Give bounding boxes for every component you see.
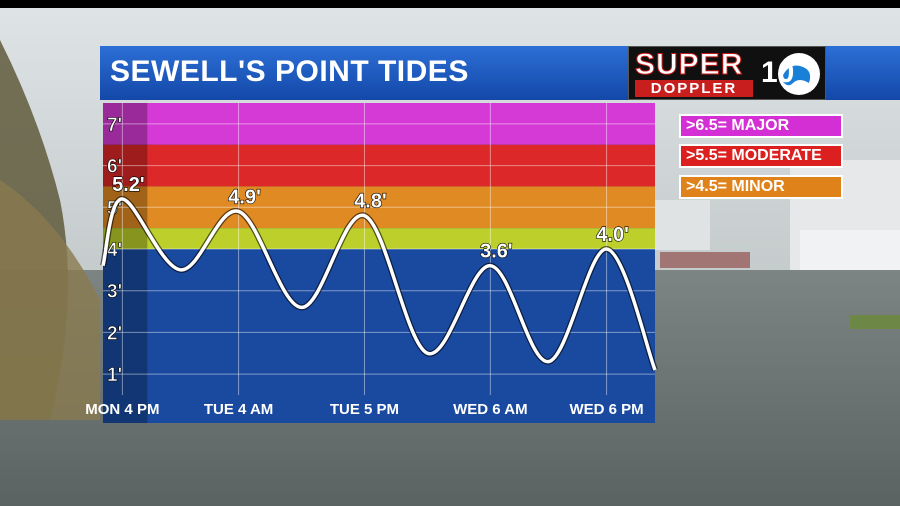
legend-minor: >4.5= MINOR — [679, 175, 843, 199]
flood-band-4 — [103, 249, 655, 395]
flood-band-0 — [103, 103, 655, 145]
tide-line — [101, 197, 657, 371]
legend-minor-label: >4.5= MINOR — [686, 178, 785, 195]
station-logo: SUPER DOPPLER 10 — [628, 46, 826, 100]
legend-moderate-label: >5.5= MODERATE — [686, 147, 822, 164]
peak-label: 4.9' — [228, 186, 261, 208]
peak-label: 4.8' — [354, 191, 387, 213]
peak-label: 4.0' — [596, 224, 629, 246]
logo-super-text: SUPER — [634, 48, 744, 82]
y-tick-label: 1' — [107, 365, 122, 386]
logo-doppler-text: DOPPLER — [635, 80, 753, 97]
y-tick-label: 4' — [107, 240, 122, 261]
x-tick-label: WED 6 PM — [569, 401, 643, 418]
logo-mark: 10 — [759, 49, 821, 97]
y-tick-label: 3' — [107, 282, 122, 303]
page-title: SEWELL'S POINT TIDES — [110, 55, 469, 88]
logo-number: 10 — [761, 56, 795, 89]
legend-major-label: >6.5= MAJOR — [686, 117, 790, 134]
x-tick-label: MON 4 PM — [85, 401, 159, 418]
x-tick-label: TUE 5 PM — [330, 401, 399, 418]
flood-band-2 — [103, 186, 655, 229]
peak-label: 5.2' — [112, 174, 145, 196]
past-shade — [103, 103, 148, 423]
flood-band-1 — [103, 144, 655, 187]
legend-major: >6.5= MAJOR — [679, 114, 843, 138]
wave-icon — [778, 53, 820, 95]
legend-moderate: >5.5= MODERATE — [679, 144, 843, 168]
y-tick-label: 2' — [107, 323, 122, 344]
y-tick-label: 6' — [107, 157, 122, 178]
top-black-bar — [0, 0, 900, 8]
x-tick-label: TUE 4 AM — [204, 401, 273, 418]
x-tick-label: WED 6 AM — [453, 401, 527, 418]
peak-label: 3.6' — [480, 241, 513, 263]
y-tick-label: 7' — [107, 115, 122, 136]
